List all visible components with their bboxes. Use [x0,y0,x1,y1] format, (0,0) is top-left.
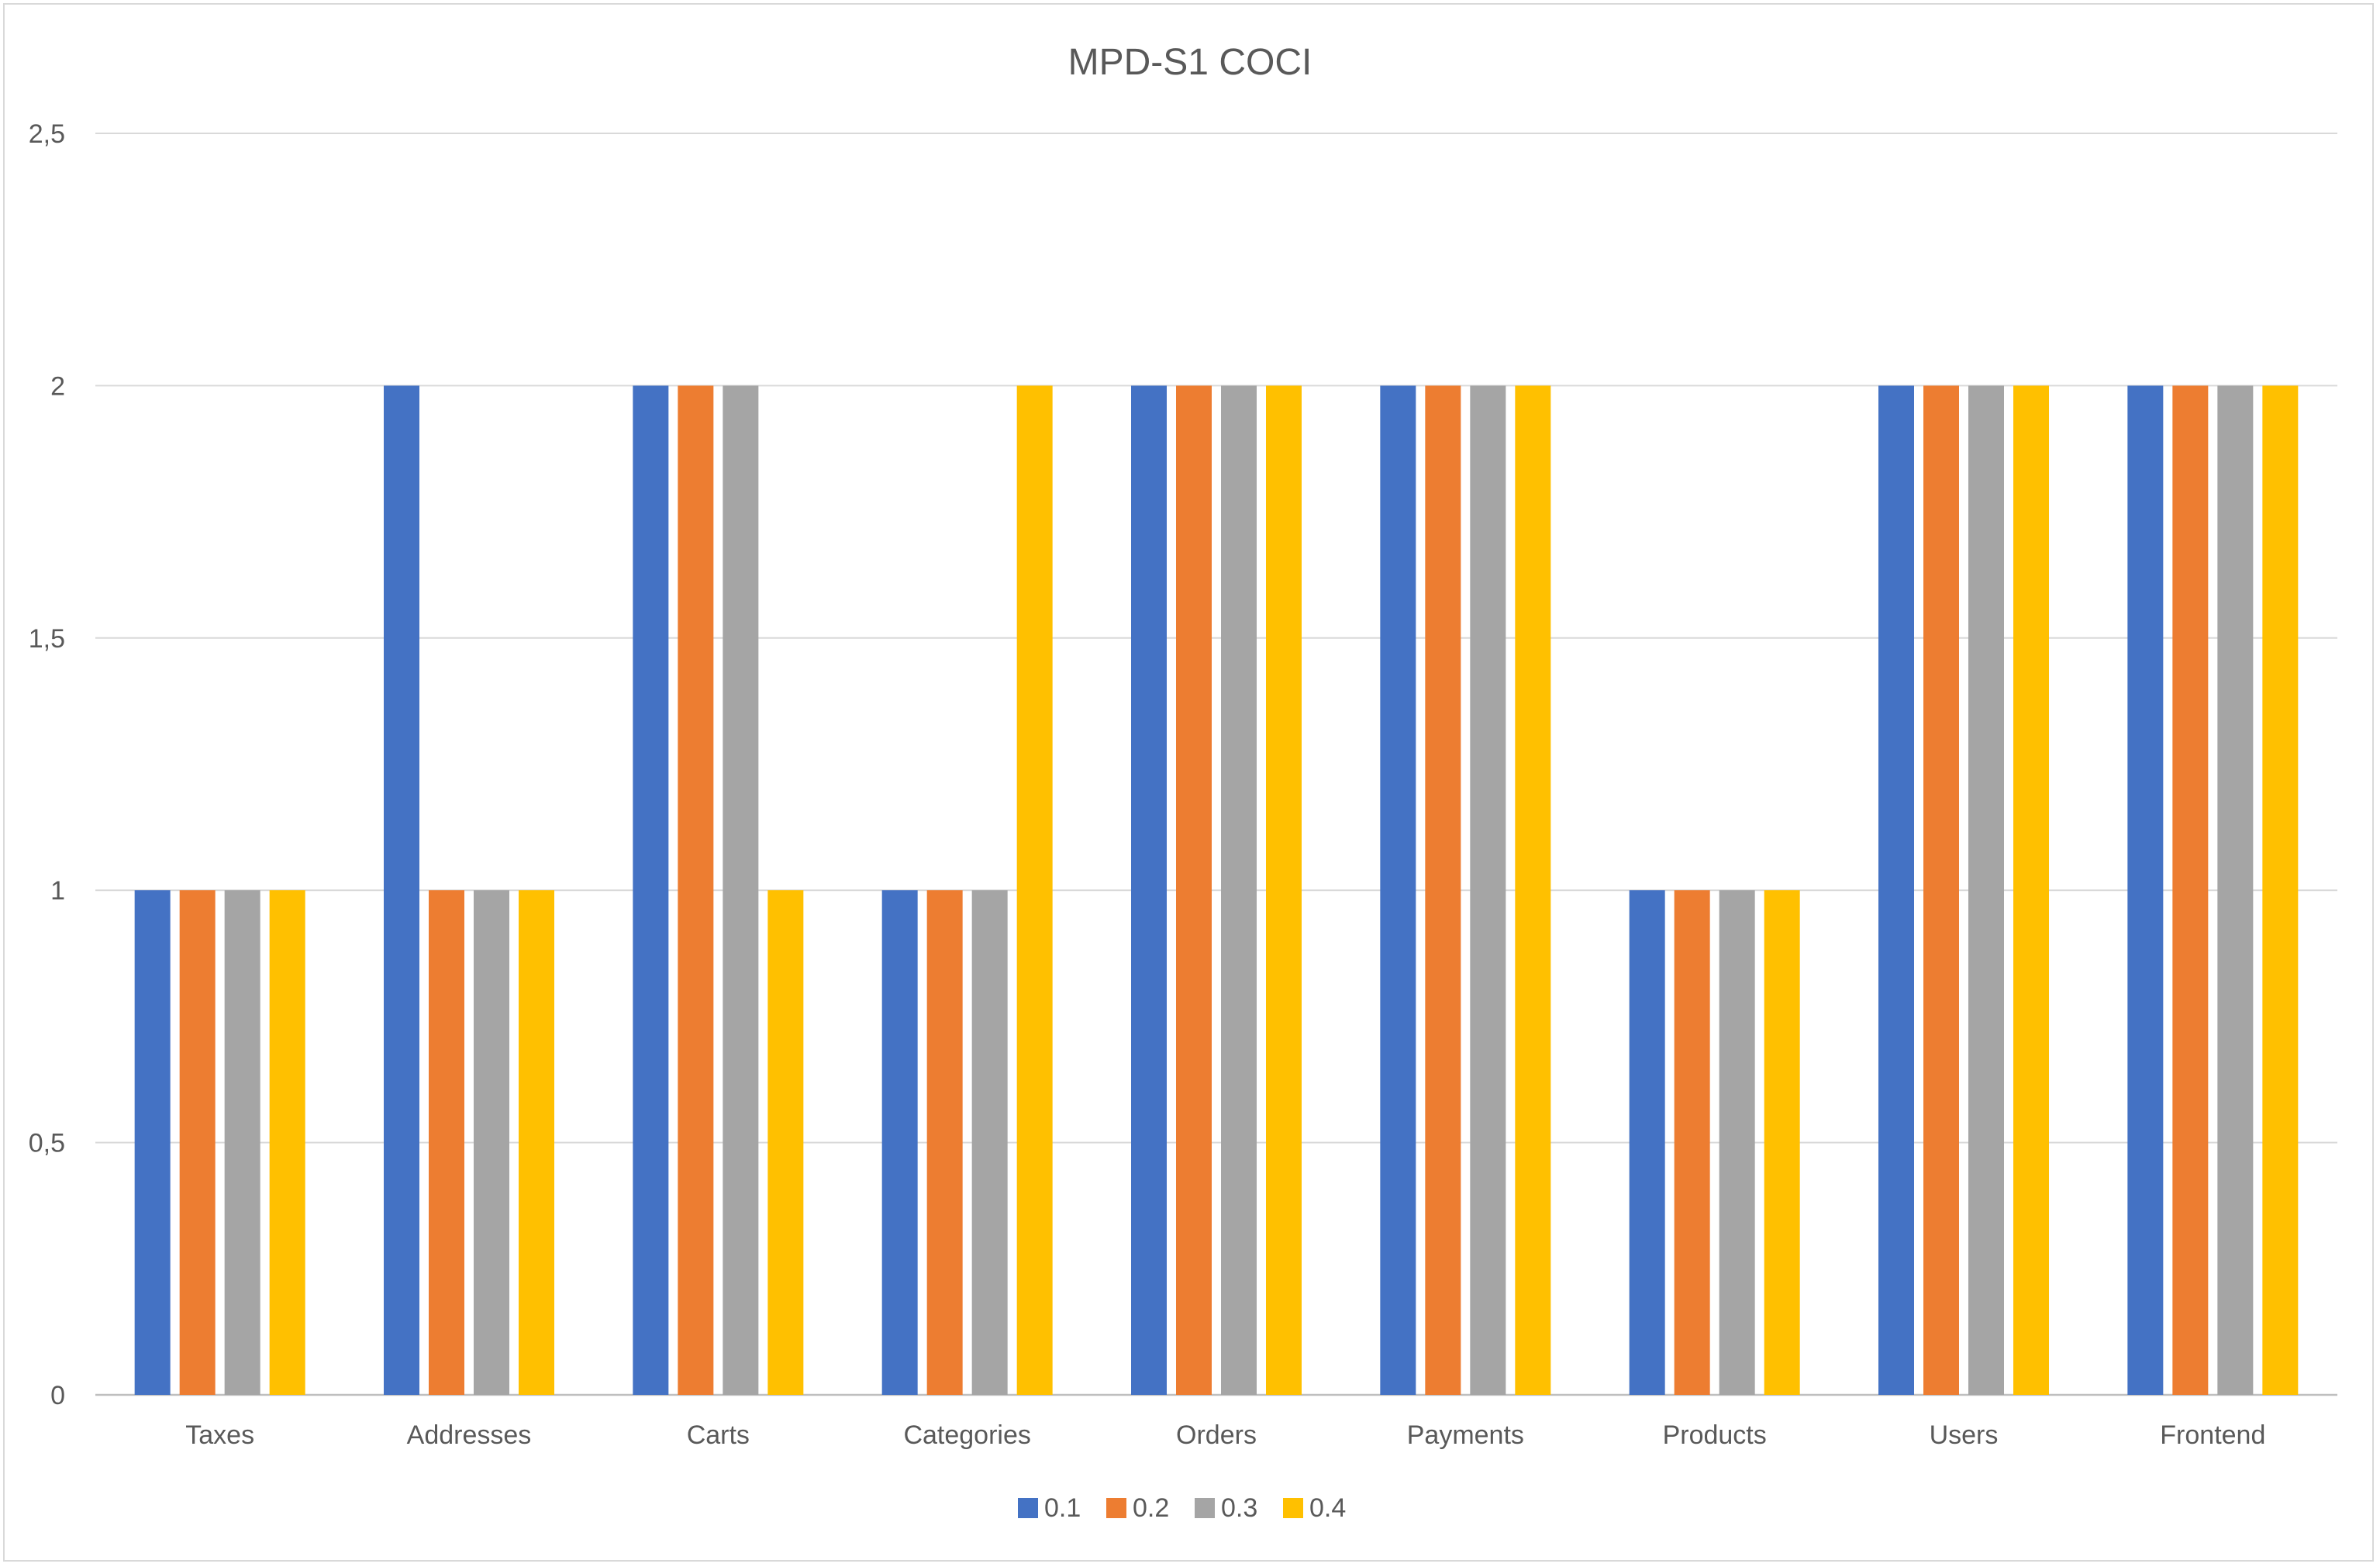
legend-label: 0.3 [1221,1493,1257,1523]
x-tick-label: Payments [1407,1420,1524,1450]
bar-products-0-2 [1674,890,1710,1395]
legend-swatch [1195,1498,1215,1518]
x-tick-label: Orders [1176,1420,1257,1450]
bar-frontend-0-2 [2172,385,2209,1395]
bar-carts-0-1 [633,385,669,1395]
bar-frontend-0-4 [2262,385,2299,1395]
bar-payments-0-2 [1425,385,1461,1395]
bar-taxes-0-1 [134,890,171,1395]
legend-swatch [1283,1498,1303,1518]
gridlines [95,133,2337,1396]
bar-categories-0-3 [971,890,1008,1395]
bar-addresses-0-3 [474,890,509,1395]
x-axis-ticks: Taxes Addresses Carts Categories Orders Payme… [185,1420,2265,1450]
bar-frontend-0-1 [2127,385,2164,1395]
bar-payments-0-1 [1380,385,1416,1395]
y-axis-ticks: 0 0,5 1 1,5 2 2,5 [29,119,65,1410]
bar-carts-0-4 [767,890,804,1395]
chart-title: MPD-S1 COCI [1068,42,1312,83]
bar-products-0-3 [1719,890,1755,1395]
legend-swatch [1106,1498,1126,1518]
y-tick-label: 2,5 [29,119,65,149]
bar-categories-0-1 [881,890,918,1395]
y-tick-label: 0,5 [29,1129,65,1158]
legend: 0.1 0.2 0.3 0.4 [1018,1493,1346,1523]
bar-orders-0-2 [1176,385,1212,1395]
bar-users-0-3 [1968,385,2004,1395]
bar-categories-0-2 [926,890,963,1395]
legend-label: 0.2 [1133,1493,1169,1523]
bar-orders-0-4 [1266,385,1302,1395]
bar-addresses-0-4 [519,890,554,1395]
y-tick-label: 1 [50,876,65,906]
bars [134,385,2299,1395]
x-tick-label: Carts [687,1420,750,1450]
bar-taxes-0-2 [179,890,216,1395]
bar-users-0-4 [2013,385,2049,1395]
bar-products-0-4 [1764,890,1800,1395]
bar-products-0-1 [1629,890,1665,1395]
legend-swatch [1018,1498,1038,1518]
bar-orders-0-1 [1131,385,1167,1395]
y-tick-label: 0 [50,1381,65,1410]
bar-users-0-1 [1878,385,1914,1395]
legend-label: 0.4 [1309,1493,1346,1523]
y-tick-label: 2 [50,371,65,401]
bar-frontend-0-3 [2217,385,2254,1395]
legend-label: 0.1 [1044,1493,1081,1523]
bar-addresses-0-1 [384,385,419,1395]
bar-payments-0-4 [1515,385,1551,1395]
x-tick-label: Users [1930,1420,1999,1450]
bar-users-0-2 [1923,385,1959,1395]
bar-addresses-0-2 [429,890,464,1395]
y-tick-label: 1,5 [29,624,65,654]
bar-taxes-0-4 [269,890,305,1395]
x-tick-label: Addresses [407,1420,532,1450]
bar-payments-0-3 [1470,385,1506,1395]
x-tick-label: Products [1663,1420,1767,1450]
bar-carts-0-2 [678,385,714,1395]
bar-taxes-0-3 [224,890,260,1395]
bar-carts-0-3 [723,385,759,1395]
x-tick-label: Categories [903,1420,1030,1450]
bar-categories-0-4 [1016,385,1053,1395]
x-tick-label: Taxes [185,1420,254,1450]
x-tick-label: Frontend [2160,1420,2265,1450]
bar-orders-0-3 [1221,385,1257,1395]
